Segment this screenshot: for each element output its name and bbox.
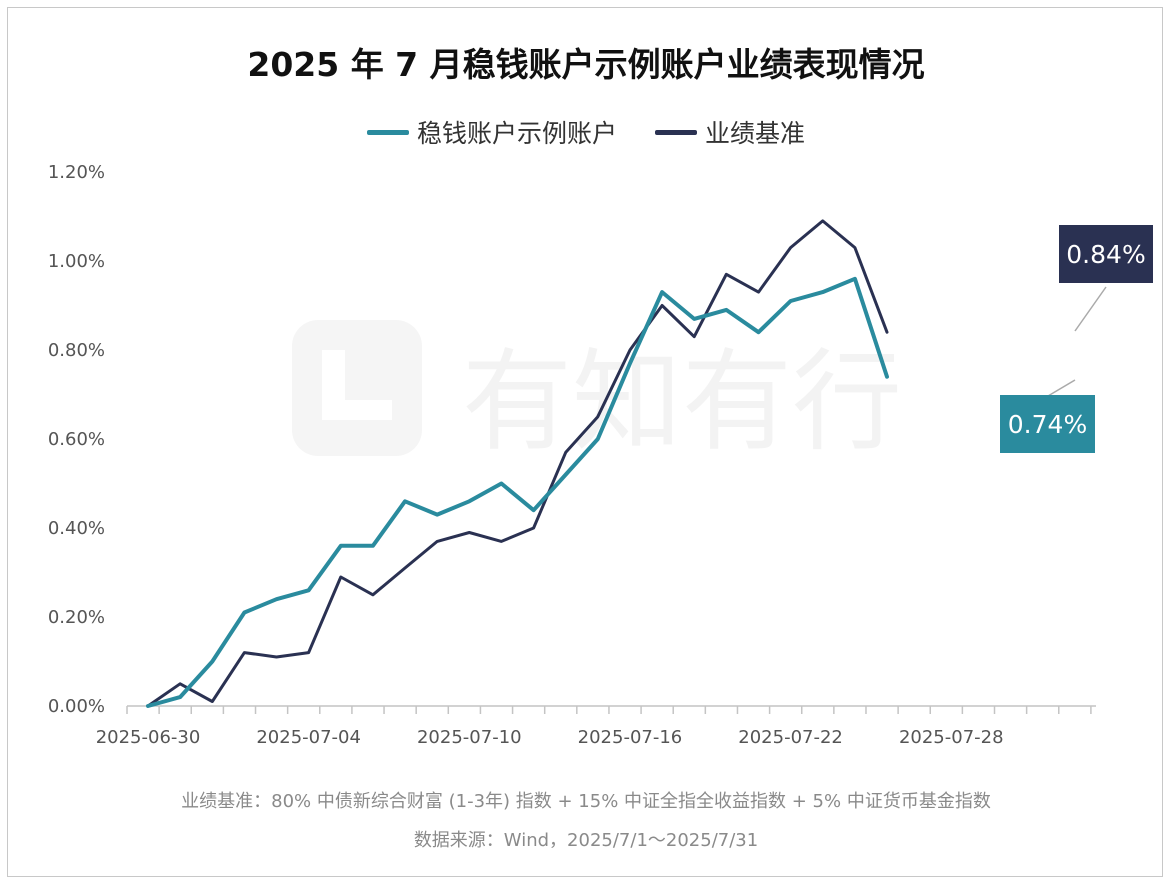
watermark: 有知有行 xyxy=(292,320,902,466)
x-tick-label: 2025-07-10 xyxy=(417,727,522,748)
x-tick-label: 2025-06-30 xyxy=(96,727,201,748)
y-tick-label: 0.20% xyxy=(48,607,105,628)
end-label-benchmark: 0.84% xyxy=(1066,240,1145,269)
legend-label-account: 稳钱账户示例账户 xyxy=(416,119,617,148)
benchmark-footnote: 业绩基准：80% 中债新综合财富 (1-3年) 指数 + 15% 中证全指全收益… xyxy=(181,791,991,812)
legend-label-benchmark: 业绩基准 xyxy=(705,119,806,148)
series-line-account xyxy=(146,276,889,708)
end-label-account: 0.74% xyxy=(1008,410,1087,439)
x-tick-label: 2025-07-16 xyxy=(578,727,683,748)
series-layer xyxy=(146,219,889,708)
end-label-box-benchmark xyxy=(1059,225,1153,283)
y-tick-label: 0.40% xyxy=(48,518,105,539)
y-tick-label: 0.00% xyxy=(48,696,105,717)
y-tick-label: 1.20% xyxy=(48,162,105,183)
legend-swatch-account xyxy=(366,129,409,135)
x-tick-label: 2025-07-04 xyxy=(256,727,361,748)
watermark-logo-mark xyxy=(322,350,392,420)
chart-title: 2025 年 7 月稳钱账户示例账户业绩表现情况 xyxy=(247,45,925,84)
source-footnote: 数据来源：Wind，2025/7/1～2025/7/31 xyxy=(413,830,759,851)
chart-frame xyxy=(7,7,1163,877)
x-tick-label: 2025-07-22 xyxy=(738,727,843,748)
end-label-leader-account xyxy=(1047,379,1076,397)
end-label-box-account xyxy=(1000,395,1095,453)
y-tick-label: 1.00% xyxy=(48,251,105,272)
end-labels-layer: 0.84% 0.74% xyxy=(1000,225,1153,453)
x-tick-label: 2025-07-28 xyxy=(899,727,1004,748)
watermark-text: 有知有行 xyxy=(462,338,902,466)
legend-swatch-benchmark xyxy=(655,129,697,135)
end-label-leader-benchmark xyxy=(1074,286,1107,332)
watermark-logo xyxy=(292,320,422,456)
legend-item-benchmark: 业绩基准 xyxy=(655,114,805,150)
y-tick-label: 0.60% xyxy=(48,429,105,450)
legend: 稳钱账户示例账户 业绩基准 xyxy=(0,114,1172,150)
series-line-benchmark xyxy=(146,219,889,708)
legend-item-account: 稳钱账户示例账户 xyxy=(366,114,617,150)
y-tick-label: 0.80% xyxy=(48,340,105,361)
axes: 2025-06-30 2025-07-04 2025-07-10 2025-07-16… xyxy=(48,162,1096,748)
